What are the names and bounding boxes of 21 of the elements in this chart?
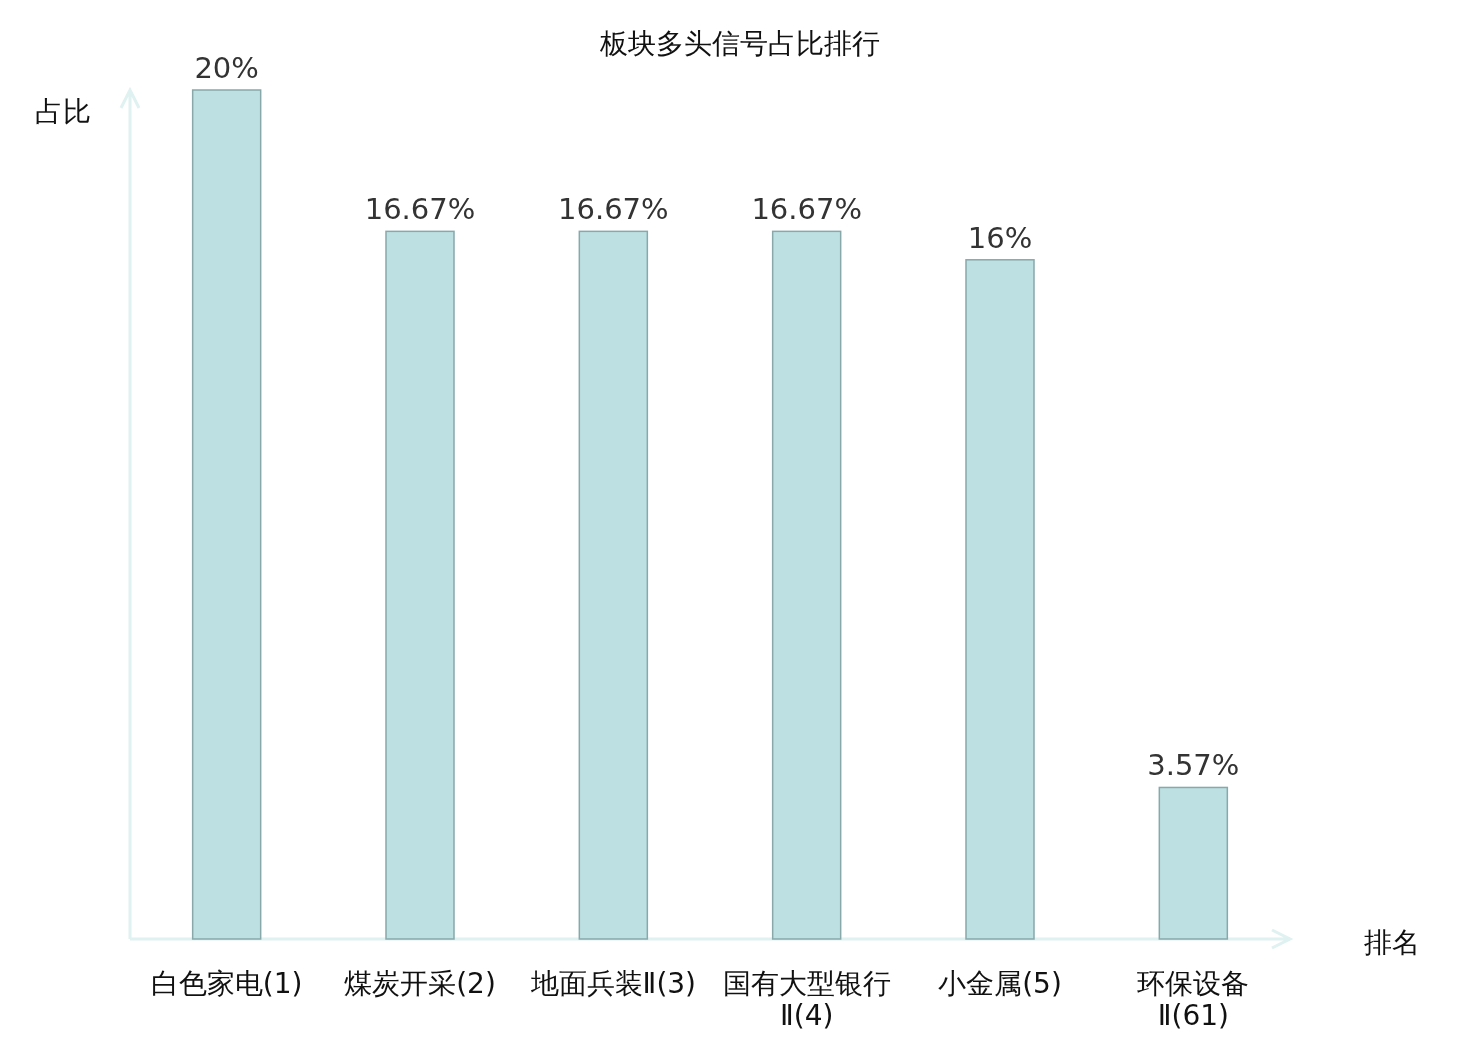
x-tick-label: 地面兵装Ⅱ(3) xyxy=(529,967,697,1000)
data-label: 16% xyxy=(967,220,1033,255)
x-tick-label: 环保设备Ⅱ(61) xyxy=(1137,967,1250,1032)
data-label: 20% xyxy=(194,51,259,85)
bar xyxy=(1158,786,1229,940)
x-axis-title: 排名 xyxy=(1364,926,1420,959)
bar xyxy=(385,230,455,940)
bar xyxy=(965,259,1035,940)
x-tick-label: 国有大型银行Ⅱ(4) xyxy=(722,967,891,1032)
bar xyxy=(191,89,262,940)
data-label: 16.67% xyxy=(558,192,669,227)
data-label: 3.57% xyxy=(1147,748,1240,783)
bar xyxy=(771,230,842,940)
x-tick-label: 小金属(5) xyxy=(938,967,1062,1000)
y-axis-title: 占比 xyxy=(35,95,91,128)
x-tick-label: 白色家电(1) xyxy=(150,967,303,1000)
chart-title: 板块多头信号占比排行 xyxy=(599,27,880,60)
data-label: 16.67% xyxy=(364,192,476,227)
x-tick-label: 煤炭开采(2) xyxy=(344,967,496,1000)
bar xyxy=(578,230,649,940)
data-label: 16.67% xyxy=(751,192,862,227)
